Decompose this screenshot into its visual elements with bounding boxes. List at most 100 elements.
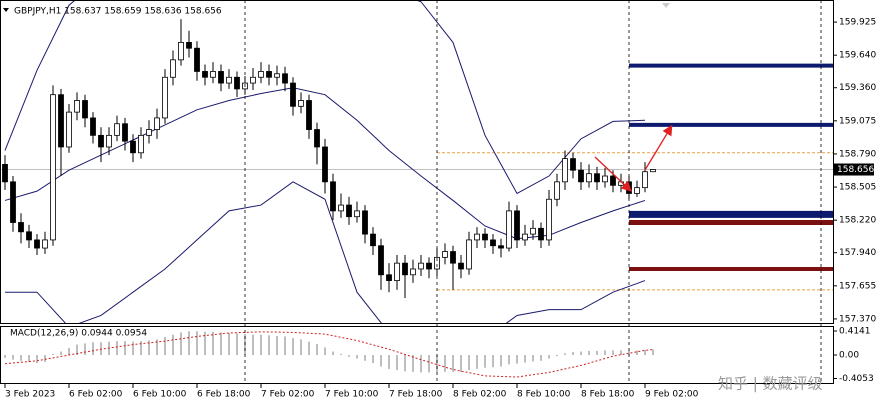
macd-label: MACD(12,26,9) 0.0944 0.0954 xyxy=(10,329,147,339)
macd-y-tick-label: -0.4053 xyxy=(839,374,874,384)
arrow-up xyxy=(644,124,673,171)
candle-body xyxy=(562,158,568,183)
x-tick-label: 7 Feb 02:00 xyxy=(261,390,315,400)
candle-body xyxy=(474,233,480,241)
candle-body xyxy=(18,222,24,233)
candle-body xyxy=(266,71,272,78)
candle-body xyxy=(394,262,400,281)
y-tick-label: 157.655 xyxy=(839,281,876,291)
candle-body xyxy=(66,111,72,148)
candle-body xyxy=(130,140,136,154)
candle-body xyxy=(10,181,16,223)
candle-body xyxy=(546,198,552,241)
candle-body xyxy=(434,256,440,270)
candle-body xyxy=(50,94,56,241)
candle-body xyxy=(226,76,232,84)
candle-body xyxy=(186,42,192,49)
watermark: 知乎 | 数藏评级 xyxy=(718,375,823,393)
x-tick-label: 8 Feb 18:00 xyxy=(581,390,635,400)
arrow-down xyxy=(594,156,632,192)
x-tick-label: 3 Feb 2023 xyxy=(5,390,55,400)
macd-signal xyxy=(4,331,654,378)
candle-body xyxy=(450,251,456,264)
bollinger-lower xyxy=(5,181,646,323)
candle-body xyxy=(138,134,144,154)
candle-body xyxy=(634,187,640,194)
candle-body xyxy=(610,175,616,186)
price-frame xyxy=(0,0,834,324)
x-tick-label: 7 Feb 10:00 xyxy=(325,390,379,400)
y-tick-label: 159.640 xyxy=(839,51,876,61)
candle-body xyxy=(298,100,304,107)
y-tick-label: 157.370 xyxy=(839,314,876,324)
candle-body xyxy=(290,82,296,107)
candle-body xyxy=(34,239,40,249)
candle-body xyxy=(402,262,408,276)
shift-marker xyxy=(662,3,670,8)
candle-body xyxy=(442,251,448,258)
candle-body xyxy=(538,227,544,241)
candle-body xyxy=(26,231,32,241)
y-tick-label: 158.220 xyxy=(839,216,876,226)
candle-body xyxy=(74,100,80,113)
x-tick-label: 8 Feb 10:00 xyxy=(517,390,571,400)
candle-body xyxy=(82,100,88,119)
candle-body xyxy=(90,117,96,136)
macd-frame xyxy=(0,326,834,384)
candle-body xyxy=(466,239,472,270)
candle-body xyxy=(42,239,48,249)
macd-panel xyxy=(4,331,654,378)
candle-body xyxy=(58,94,64,148)
current-price-box xyxy=(834,163,874,176)
candle-body xyxy=(322,146,328,183)
x-tick-label: 8 Feb 02:00 xyxy=(453,390,507,400)
candle-body xyxy=(458,262,464,270)
candle-body xyxy=(338,204,344,212)
candle-body xyxy=(178,42,184,61)
candle-body xyxy=(274,73,280,78)
candle-body xyxy=(162,76,168,119)
current-price-label: 158.656 xyxy=(837,165,874,175)
bollinger-upper xyxy=(4,0,646,195)
candle-body xyxy=(122,123,128,142)
candle-body xyxy=(650,169,656,173)
y-tick-label: 159.925 xyxy=(839,18,876,28)
candle-body xyxy=(530,227,536,235)
candle-body xyxy=(282,73,288,84)
candle-body xyxy=(554,181,560,200)
candle-body xyxy=(410,268,416,276)
x-tick-label: 6 Feb 02:00 xyxy=(69,390,123,400)
x-tick-label: 6 Feb 10:00 xyxy=(133,390,187,400)
candle-body xyxy=(210,71,216,78)
candle-body xyxy=(506,210,512,249)
candle-body xyxy=(378,245,384,276)
candle-body xyxy=(490,239,496,247)
candle-body xyxy=(482,233,488,241)
candle-body xyxy=(514,210,520,241)
candle-body xyxy=(306,100,312,130)
x-tick-label: 9 Feb 02:00 xyxy=(645,390,699,400)
candle-body xyxy=(362,210,368,235)
candle-body xyxy=(570,158,576,171)
candle-body xyxy=(354,210,360,218)
y-tick-label: 157.940 xyxy=(839,248,876,258)
candle-body xyxy=(602,175,608,183)
macd-y-tick-label: 0.4141 xyxy=(839,326,871,336)
candle-body xyxy=(170,59,176,78)
candle-body xyxy=(234,76,240,90)
y-tick-label: 158.505 xyxy=(839,183,876,193)
axes: 159.925 159.640 159.360 159.075 158.790 158.5… xyxy=(4,0,876,400)
candle-body xyxy=(426,262,432,270)
candle-body xyxy=(154,117,160,130)
candle-body xyxy=(346,204,352,218)
candle-body xyxy=(250,76,256,84)
macd-y-tick-label: 0.00 xyxy=(839,351,859,361)
chart-title: GBPJPY,H1 158.637 158.659 158.636 158.65… xyxy=(14,7,222,17)
candle-body xyxy=(594,173,600,183)
candle-body xyxy=(386,274,392,281)
candle-body xyxy=(114,123,120,136)
candle-body xyxy=(578,169,584,183)
candle-body xyxy=(330,181,336,212)
